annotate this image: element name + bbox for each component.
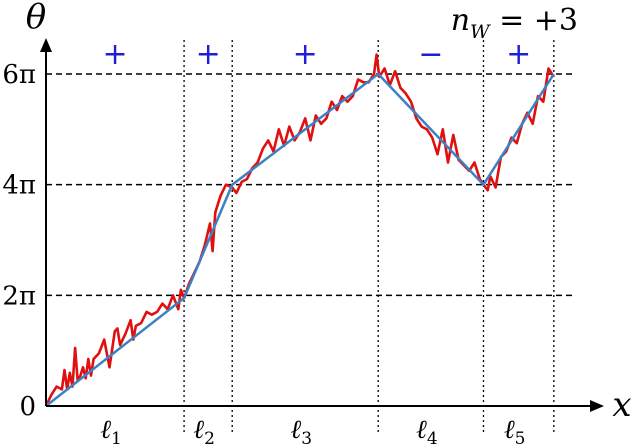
- x-axis-label: x: [612, 385, 631, 425]
- y-tick-label-0: 0: [19, 392, 36, 422]
- segment-label-3: ℓ4: [416, 415, 438, 446]
- y-tick-label-1: 2π: [2, 281, 36, 311]
- noisy-phase-line: [44, 53, 555, 407]
- label-layer: + ℓ1 + ℓ2 + ℓ3 − ℓ4 + ℓ5: [100, 37, 531, 446]
- grid-layer: [46, 40, 575, 432]
- segment-sign-4: +: [506, 37, 531, 72]
- segment-label-4: ℓ5: [504, 415, 526, 446]
- segment-sign-0: +: [102, 37, 127, 72]
- y-axis-arrow-icon: [40, 38, 52, 52]
- y-axis-label: θ: [26, 0, 46, 37]
- y-tick-label-3: 6π: [2, 60, 36, 90]
- segment-sign-2: +: [293, 37, 318, 72]
- segment-label-2: ℓ3: [290, 415, 312, 446]
- segment-sign-1: +: [196, 37, 221, 72]
- axis-layer: θ x: [26, 0, 632, 425]
- piecewise-fit-line: [45, 72, 555, 407]
- segment-label-1: ℓ2: [193, 415, 215, 446]
- tick-layer: 0 2π 4π 6π: [2, 60, 36, 422]
- winding-number-label: nW = +3: [451, 3, 578, 43]
- x-axis-arrow-icon: [590, 400, 604, 412]
- y-tick-label-2: 4π: [2, 171, 36, 201]
- segment-sign-3: −: [418, 37, 443, 72]
- segment-label-0: ℓ1: [100, 415, 122, 446]
- data-layer: [44, 53, 555, 407]
